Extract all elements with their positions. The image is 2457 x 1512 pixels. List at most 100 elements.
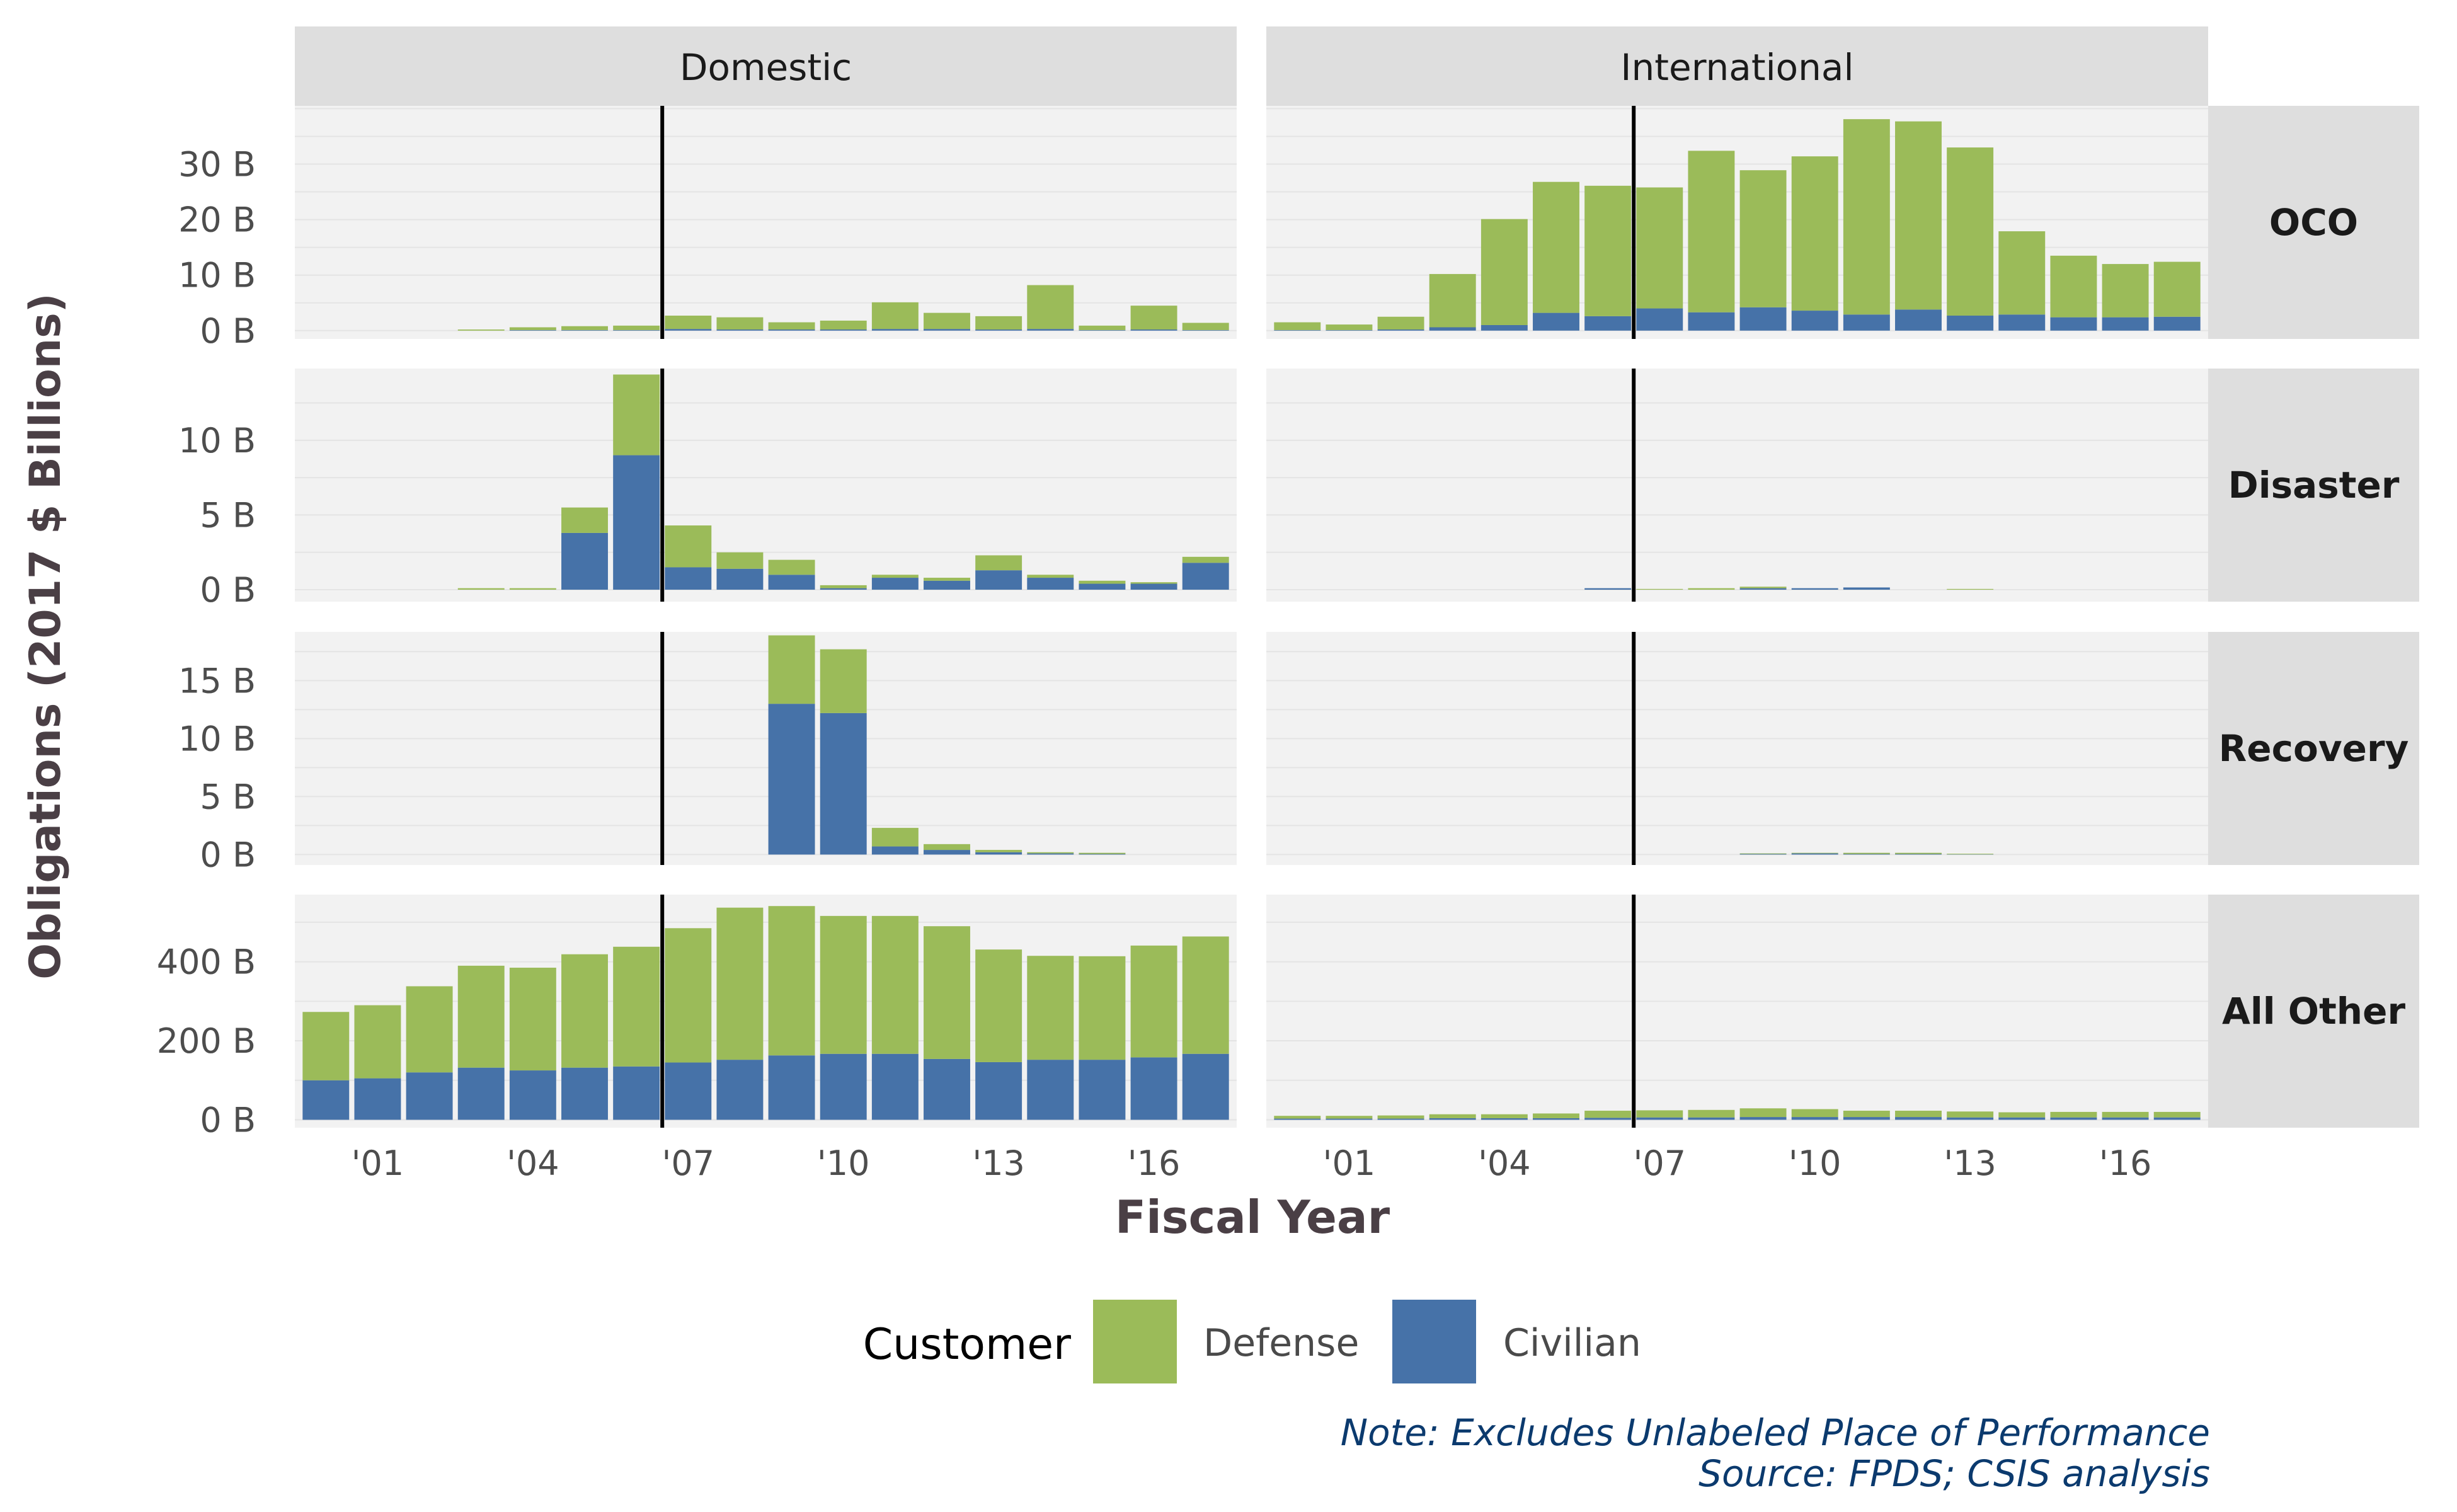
bar-defense (871, 828, 919, 847)
bar-civilian (924, 580, 970, 590)
bar-defense (509, 588, 556, 590)
column-strip-label-international: International (1620, 46, 1853, 89)
panel-disaster-domestic (295, 369, 1237, 602)
bar-defense (1027, 956, 1074, 1060)
bar-civilian (924, 850, 970, 855)
bar-civilian (1584, 1118, 1632, 1120)
bar-civilian (665, 567, 712, 590)
bar-defense (561, 507, 608, 533)
panel-background (295, 106, 1237, 339)
bar-defense (1739, 587, 1787, 588)
bar-defense (871, 915, 919, 1054)
bar-defense (1688, 151, 1735, 312)
bar-defense (1027, 575, 1074, 578)
bar-civilian (1947, 316, 1994, 331)
bar-defense (2153, 1111, 2201, 1118)
x-tick-label: '16 (2099, 1143, 2152, 1183)
bar-defense (613, 374, 660, 455)
panel-background (1266, 895, 2208, 1128)
bar-defense (2153, 261, 2201, 317)
row-strip-recovery (2208, 632, 2419, 865)
bar-civilian (1636, 308, 1683, 331)
x-tick-label: '13 (972, 1143, 1025, 1183)
bar-civilian (1274, 329, 1321, 331)
bar-civilian (2102, 317, 2149, 331)
x-tick-label: '10 (1789, 1143, 1841, 1183)
bar-civilian (768, 704, 815, 855)
y-tick-label: 30 B (178, 145, 256, 185)
bar-civilian (975, 329, 1022, 331)
y-tick-label: 200 B (157, 1021, 256, 1061)
x-tick-label: '04 (507, 1143, 559, 1183)
bar-defense (1739, 1108, 1787, 1118)
bar-defense (1895, 121, 1942, 310)
bar-defense (1636, 588, 1683, 590)
bar-civilian (613, 329, 660, 331)
bar-defense (302, 1012, 350, 1080)
row-strip-all-other (2208, 895, 2419, 1128)
bar-civilian (871, 1053, 919, 1120)
bar-defense (1947, 588, 1994, 590)
bar-civilian (561, 329, 608, 331)
row-strip-label-disaster: Disaster (2228, 464, 2400, 507)
bar-civilian (1895, 854, 1942, 855)
row-strip-label-all-other: All Other (2222, 990, 2406, 1033)
bar-defense (613, 946, 660, 1067)
bar-defense (561, 326, 608, 330)
bar-civilian (613, 455, 660, 590)
bar-civilian (975, 1062, 1022, 1120)
bar-defense (1843, 1111, 1890, 1118)
bar-civilian (871, 578, 919, 590)
y-axis-title: Obligations (2017 $ Billions) (21, 293, 71, 980)
bar-defense (924, 844, 970, 850)
bar-civilian (1947, 1117, 1994, 1120)
bar-civilian (509, 1070, 556, 1120)
x-tick-label: '07 (1634, 1143, 1687, 1183)
bar-civilian (1739, 1117, 1787, 1120)
legend: Customer Defense Civilian (863, 1300, 1641, 1383)
y-tick-label: 0 B (200, 311, 256, 351)
bar-defense (820, 915, 867, 1054)
bar-civilian (820, 713, 867, 855)
row-strip-oco (2208, 106, 2419, 339)
bar-civilian (1182, 1053, 1229, 1120)
bar-civilian (1027, 329, 1074, 331)
bar-civilian (1130, 329, 1177, 331)
bar-civilian (1791, 311, 1838, 331)
bar-defense (1843, 119, 1890, 315)
bar-civilian (1584, 316, 1632, 331)
panel-background (1266, 632, 2208, 865)
bar-defense (871, 302, 919, 329)
bar-civilian (354, 1078, 401, 1120)
bar-defense (768, 322, 815, 330)
bar-defense (975, 316, 1022, 330)
bar-defense (820, 320, 867, 330)
bar-civilian (1895, 309, 1942, 331)
bar-civilian (1791, 588, 1838, 590)
note-text: Note: Excludes Unlabeled Place of Perfor… (1340, 1411, 2210, 1454)
bar-defense (561, 954, 608, 1068)
bar-civilian (1480, 1118, 1528, 1120)
bar-defense (1027, 852, 1074, 854)
bar-civilian (1130, 1057, 1177, 1120)
column-strip-international (1266, 26, 2208, 106)
bar-defense (1843, 852, 1890, 854)
legend-title: Customer (863, 1320, 1071, 1370)
bar-defense (975, 555, 1022, 571)
bar-defense (1480, 219, 1528, 325)
bar-civilian (716, 1060, 764, 1120)
bar-civilian (1079, 1060, 1126, 1120)
bar-defense (1895, 1111, 1942, 1118)
bar-defense (924, 926, 970, 1059)
y-tick-label: 10 B (178, 719, 256, 759)
bar-civilian (1688, 312, 1735, 331)
column-strip-domestic (295, 26, 1237, 106)
bar-civilian (2102, 1117, 2149, 1120)
bar-civilian (1584, 588, 1632, 590)
bar-civilian (1998, 1117, 2046, 1120)
x-tick-label: '13 (1944, 1143, 1996, 1183)
bar-civilian (1636, 1117, 1683, 1120)
y-tick-label: 400 B (157, 942, 256, 982)
bar-defense (1027, 285, 1074, 329)
bar-defense (1377, 1115, 1424, 1119)
